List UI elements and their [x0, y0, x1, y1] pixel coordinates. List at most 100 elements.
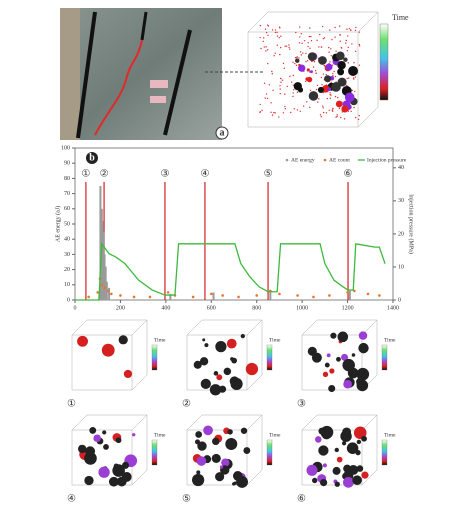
event-dot: [300, 54, 303, 56]
count-dot: [346, 291, 349, 294]
event-dot: [355, 116, 357, 119]
legend-label: AE energy: [291, 157, 315, 163]
event-dot: [284, 45, 286, 47]
event-dot: [294, 62, 296, 65]
event-sphere: [229, 376, 240, 387]
event-sphere: [118, 335, 128, 345]
event-dot: [274, 112, 276, 114]
event-dot: [358, 45, 361, 47]
legend-title: Time: [384, 337, 396, 343]
count-dot: [103, 286, 106, 290]
event-sphere: [226, 338, 237, 349]
event-dot: [317, 101, 319, 103]
event-dot: [276, 31, 278, 34]
box-edge: [246, 319, 263, 336]
colorbar: [151, 439, 158, 466]
event-dot: [323, 64, 325, 67]
panel-label-badge: [215, 126, 229, 140]
event-sphere: [77, 335, 88, 347]
event-sphere: [336, 356, 341, 362]
event-dot: [298, 57, 300, 59]
event-dot: [286, 85, 288, 88]
event-dot: [340, 116, 342, 119]
event-dot: [259, 24, 262, 27]
energy-bar: [103, 254, 106, 300]
box-edge: [301, 319, 318, 336]
event-dot: [330, 48, 332, 50]
event-dot: [321, 84, 323, 86]
event-sphere: [358, 331, 368, 340]
event-dot: [309, 27, 311, 29]
event-dot: [292, 84, 295, 86]
event-dot: [264, 28, 267, 30]
event-dot: [288, 46, 290, 49]
stage-label: ②: [100, 168, 109, 179]
event-dot: [271, 73, 273, 75]
event-dot: [322, 73, 325, 75]
event-dot: [271, 114, 274, 116]
event-dot: [267, 62, 269, 65]
event-dot: [276, 44, 278, 46]
y-tick-label: 40: [64, 237, 70, 243]
y2-tick-label: 10: [398, 264, 404, 270]
stage-label: ④: [200, 168, 209, 179]
count-dot: [96, 291, 100, 294]
event-dot: [284, 93, 286, 95]
event-sphere: [215, 472, 225, 482]
box-edge: [131, 319, 148, 336]
colorbar: [379, 23, 389, 101]
event-dot: [318, 98, 320, 100]
event-dot: [310, 40, 313, 42]
count-dot: [296, 294, 299, 297]
count-dot: [132, 295, 136, 299]
colorbar: [381, 439, 388, 466]
event-dot: [334, 95, 337, 98]
event-sphere: [236, 476, 248, 488]
event-dot: [318, 46, 320, 48]
event-sphere: [293, 82, 302, 91]
event-sphere: [322, 371, 329, 378]
x-tick-label: 400: [161, 305, 170, 311]
legend-label: AE count: [329, 157, 350, 163]
event-dot: [320, 115, 323, 118]
event-sphere: [352, 475, 362, 485]
event-sphere: [101, 343, 115, 357]
y-tick-label: 0: [67, 297, 70, 303]
event-dot: [322, 38, 324, 40]
event-sphere: [123, 369, 133, 379]
event-sphere: [324, 362, 330, 368]
x-tick-label: 600: [207, 305, 216, 311]
event-dot: [296, 91, 299, 93]
event-sphere: [322, 85, 330, 93]
event-sphere: [112, 464, 125, 477]
count-dot: [221, 294, 224, 297]
event-dot: [305, 60, 307, 63]
event-dot: [337, 96, 339, 99]
event-sphere: [318, 56, 327, 65]
event-sphere: [215, 341, 227, 353]
event-dot: [263, 46, 265, 48]
event-dot: [298, 42, 301, 44]
count-dot: [378, 294, 381, 297]
event-dot: [306, 101, 308, 103]
event-dot: [321, 25, 324, 28]
event-dot: [340, 47, 342, 49]
event-sphere: [231, 357, 238, 364]
event-dot: [282, 62, 285, 65]
event-dot: [265, 93, 268, 95]
event-dot: [267, 34, 269, 36]
y-tick-label: 70: [64, 191, 70, 197]
event-sphere: [337, 60, 346, 70]
event-dot: [316, 84, 319, 87]
event-dot: [288, 44, 290, 46]
event-sphere: [85, 446, 96, 457]
legend-title: Time: [392, 13, 409, 22]
subpanels: Time ① Time ② Time ③ Time ④ Time ⑤ Time ⑥: [67, 319, 396, 504]
event-dot: [292, 95, 294, 98]
event-dot: [354, 90, 356, 93]
event-dot: [278, 36, 280, 39]
event-dot: [358, 114, 360, 117]
event-sphere: [330, 332, 337, 339]
event-dot: [335, 50, 337, 52]
event-dot: [267, 25, 270, 27]
